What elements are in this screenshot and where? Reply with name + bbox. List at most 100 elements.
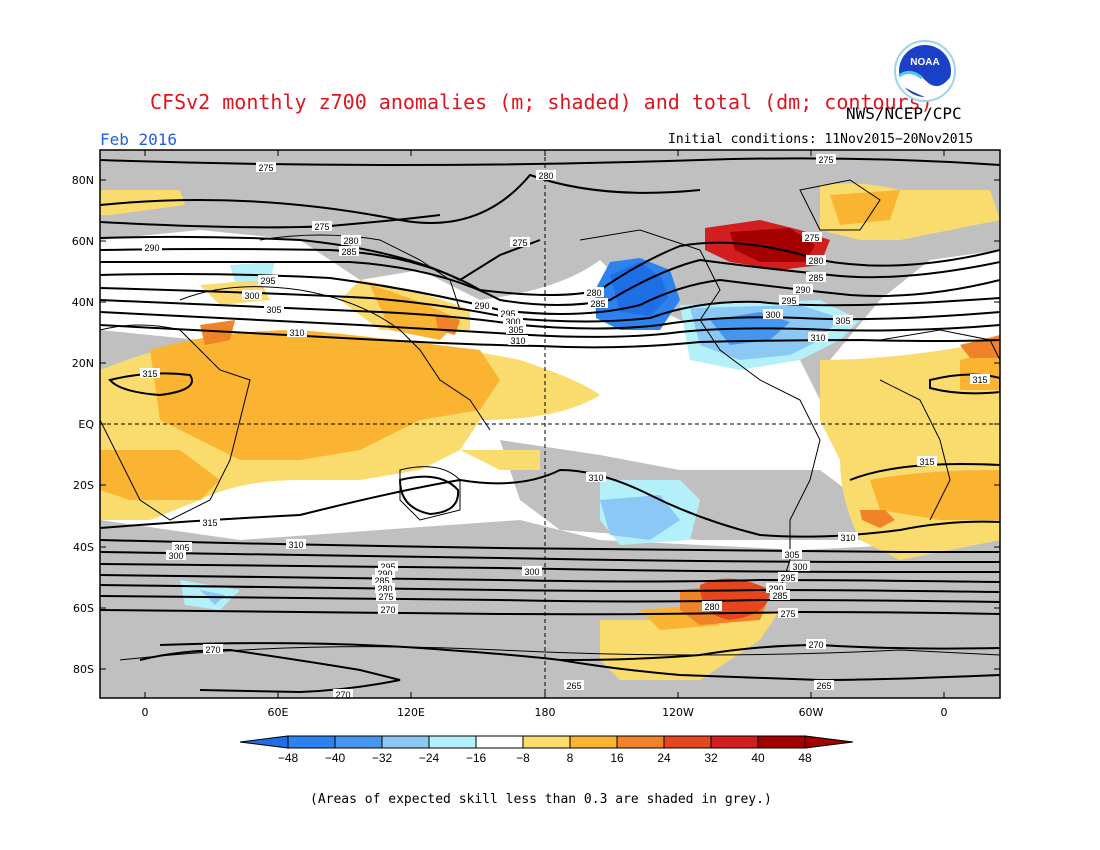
contour-label: 280 (538, 171, 553, 181)
longitude-label: 60W (799, 706, 824, 719)
contour-label: 290 (377, 569, 392, 579)
contour-label: 280 (377, 584, 392, 594)
contour-label: 300 (168, 551, 183, 561)
colorbar: −48 −40 −32 −24 −16 −8 8 16 24 32 40 48 (239, 735, 854, 765)
contour-label: 315 (202, 518, 217, 528)
colorbar-tick-label: −16 (466, 751, 487, 765)
contour-label: 295 (500, 309, 515, 319)
contour-label: 315 (972, 375, 987, 385)
contour-label: 310 (810, 333, 825, 343)
skill-footnote: (Areas of expected skill less than 0.3 a… (310, 792, 772, 807)
contour-label: 280 (343, 236, 358, 246)
colorbar-arrow-right (804, 735, 854, 749)
latitude-label: 40S (73, 541, 94, 554)
forecast-period: Feb 2016 (100, 130, 178, 149)
contour-label: 305 (174, 543, 189, 553)
contour-label: 295 (260, 276, 275, 286)
contour-label: 265 (566, 681, 581, 691)
contour-label: 270 (205, 645, 220, 655)
contour-label: 280 (586, 288, 601, 298)
colorbar-swatch (522, 735, 571, 749)
contour-label: 305 (835, 316, 850, 326)
longitude-label: 120E (397, 706, 425, 719)
colorbar-swatch (663, 735, 712, 749)
colorbar-tick-label: 40 (751, 751, 765, 765)
initial-conditions: Initial conditions: 11Nov2015−20Nov2015 (668, 132, 974, 147)
latitude-label: 80N (72, 174, 94, 187)
noaa-logo-icon: NOAA (894, 40, 956, 102)
latitude-axis: 80N 60N 40N 20N EQ 20S 40S 60S 80S (72, 174, 95, 676)
logo-text: NOAA (910, 57, 939, 68)
colorbar-swatch (334, 735, 383, 749)
contour-label: 305 (508, 325, 523, 335)
latitude-label: 40N (72, 296, 94, 309)
contour-label: 270 (808, 640, 823, 650)
longitude-label: 0 (941, 706, 948, 719)
longitude-label: 180 (535, 706, 556, 719)
contour-label: 300 (792, 562, 807, 572)
colorbar-tick-label: 16 (610, 751, 624, 765)
contour-label: 305 (266, 305, 281, 315)
colorbar-swatch (475, 735, 524, 749)
contour-label: 310 (289, 328, 304, 338)
contour-label: 315 (142, 369, 157, 379)
contour-label: 300 (524, 567, 539, 577)
colorbar-tick-label: 8 (567, 751, 574, 765)
longitude-label: 0 (142, 706, 149, 719)
contour-label: 290 (795, 285, 810, 295)
colorbar-tick-label: −8 (516, 751, 530, 765)
contour-label: 280 (808, 256, 823, 266)
colorbar-swatch (616, 735, 665, 749)
contour-label: 275 (804, 233, 819, 243)
colorbar-swatch (569, 735, 618, 749)
contour-label: 280 (704, 602, 719, 612)
colorbar-tick-label: 24 (657, 751, 671, 765)
contour-label: 275 (314, 222, 329, 232)
latitude-label: 60N (72, 235, 94, 248)
height-contours (100, 157, 1000, 694)
colorbar-tick-label: −24 (419, 751, 440, 765)
contour-label: 310 (588, 473, 603, 483)
colorbar-tick-label: 48 (798, 751, 812, 765)
longitude-axis: 0 60E 120E 180 120W 60W 0 (142, 706, 948, 719)
contour-label: 275 (258, 163, 273, 173)
contour-label: 285 (808, 273, 823, 283)
colorbar-swatch (757, 735, 806, 749)
contour-label: 285 (374, 576, 389, 586)
contour-label: 315 (919, 457, 934, 467)
contour-label: 275 (512, 238, 527, 248)
longitude-label: 60E (268, 706, 289, 719)
colorbar-tick-label: 32 (704, 751, 718, 765)
latitude-label: 20N (72, 357, 94, 370)
colorbar-swatch (710, 735, 759, 749)
contour-label: 295 (780, 573, 795, 583)
contour-label: 310 (840, 533, 855, 543)
contour-label: 290 (768, 584, 783, 594)
contour-label: 275 (780, 609, 795, 619)
contour-label: 270 (380, 605, 395, 615)
chart-title: CFSv2 monthly z700 anomalies (m; shaded)… (150, 90, 933, 114)
contour-label: 300 (244, 291, 259, 301)
agency-label: NWS/NCEP/CPC (846, 104, 962, 123)
contour-label: 290 (144, 243, 159, 253)
contour-label: 275 (378, 592, 393, 602)
contour-label: 300 (765, 310, 780, 320)
colorbar-tick-label: −48 (278, 751, 299, 765)
contour-label: 285 (590, 299, 605, 309)
contour-label: 285 (772, 591, 787, 601)
contour-label: 270 (335, 690, 350, 700)
contour-label: 285 (341, 247, 356, 257)
contour-label: 290 (474, 301, 489, 311)
longitude-label: 120W (662, 706, 694, 719)
shaded-anomalies (100, 150, 1000, 698)
colorbar-tick-label: −32 (372, 751, 393, 765)
latitude-label: EQ (78, 418, 94, 431)
latitude-label: 80S (73, 663, 94, 676)
contour-label: 295 (781, 296, 796, 306)
colorbar-tick-label: −40 (325, 751, 346, 765)
colorbar-swatch (428, 735, 477, 749)
latitude-label: 60S (73, 602, 94, 615)
contour-label: 310 (510, 336, 525, 346)
colorbar-swatch (381, 735, 430, 749)
